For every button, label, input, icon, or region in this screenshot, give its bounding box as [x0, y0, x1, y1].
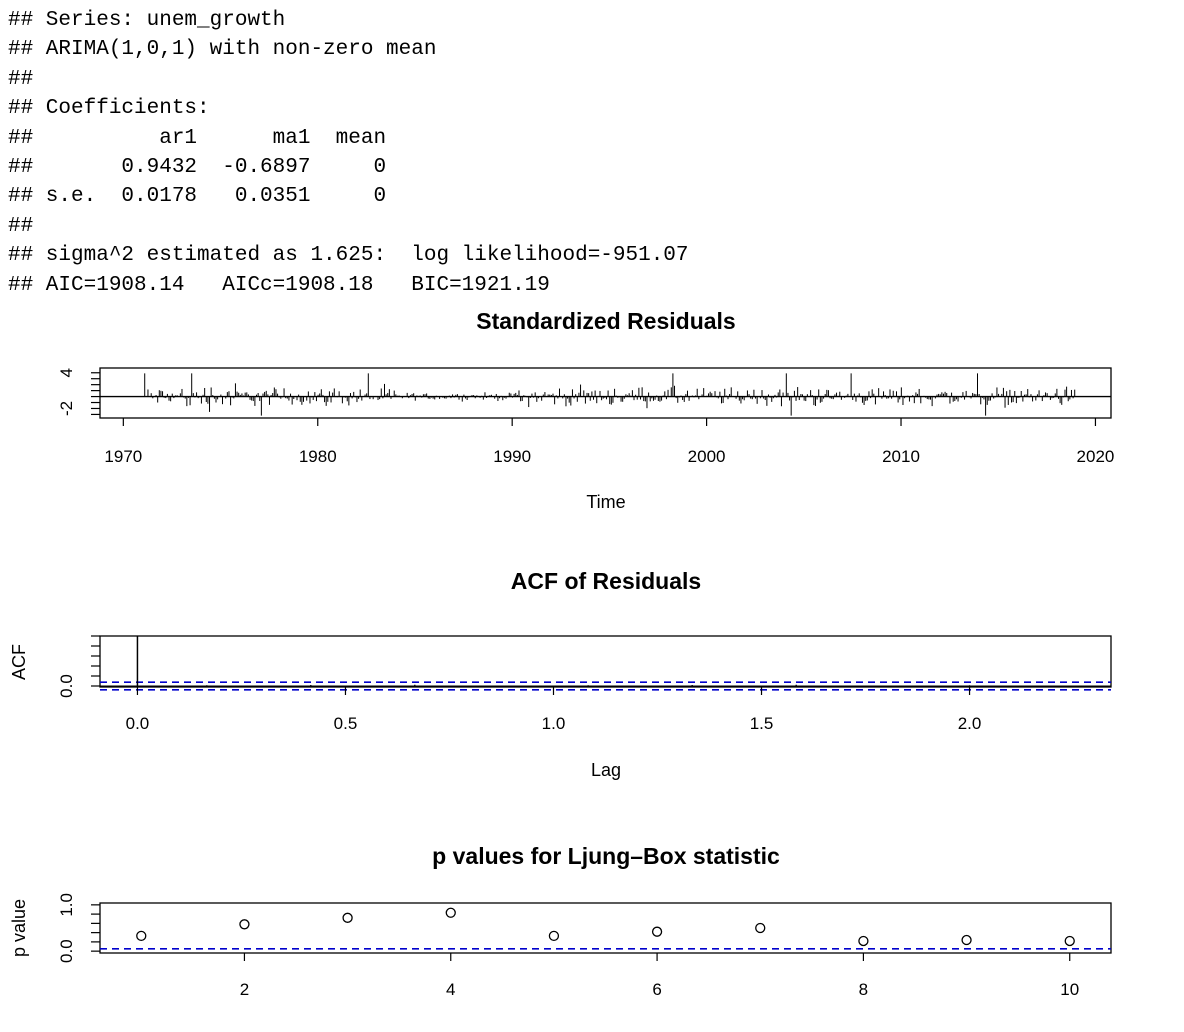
p-value-point [651, 926, 663, 937]
y-tick-label: 1.0 [57, 893, 76, 917]
console-line: ## sigma^2 estimated as 1.625: log likel… [8, 244, 689, 268]
residuals-series [100, 373, 1111, 416]
residuals-axes: 1970 1980 1990 2000 2010 2020 -2 4 [57, 368, 1114, 466]
acf-x-label: Lag [591, 760, 621, 780]
ljung-box-title: p values for Ljung–Box statistic [432, 843, 780, 869]
r-console-output: ## Series: unem_growth ## ARIMA(1,0,1) wi… [8, 6, 689, 300]
p-value-point [755, 922, 766, 934]
acf-bars [100, 636, 1111, 691]
x-tick-label: 1970 [104, 447, 142, 466]
x-tick-label: 2010 [882, 447, 920, 466]
ljung-box-plot-frame [99, 902, 1112, 954]
ljung-box-points [100, 907, 1111, 950]
p-value-point [961, 934, 972, 946]
x-tick-label: 1.5 [750, 714, 774, 733]
console-line: ## AIC=1908.14 AICc=1908.18 BIC=1921.19 [8, 273, 550, 297]
acf-axes: 0.0 0.5 1.0 1.5 2.0 0.0 [57, 635, 982, 733]
p-value-point [548, 930, 560, 942]
x-tick-label: 8 [859, 980, 868, 999]
console-line: ## ar1 ma1 mean [8, 126, 387, 150]
p-value-point [239, 919, 250, 930]
x-tick-label: 2020 [1077, 447, 1115, 466]
p-value-point [1064, 935, 1075, 947]
residuals-title: Standardized Residuals [476, 308, 735, 334]
x-tick-label: 4 [446, 980, 455, 999]
residuals-plot-frame [99, 367, 1112, 419]
y-tick-label: -2 [57, 401, 76, 416]
acf-plot-frame [99, 635, 1112, 688]
y-tick-label: 0.0 [57, 674, 76, 698]
x-tick-label: 2.0 [958, 714, 982, 733]
y-tick-label: 4 [57, 368, 76, 377]
p-value-point [136, 930, 147, 942]
residuals-x-label: Time [586, 492, 625, 512]
console-line: ## 0.9432 -0.6897 0 [8, 155, 387, 179]
ljung-box-axes: 2 4 6 8 10 0.0 1.0 [57, 893, 1079, 999]
x-tick-label: 1980 [299, 447, 337, 466]
console-line: ## ARIMA(1,0,1) with non-zero mean [8, 38, 437, 62]
console-line: ## Coefficients: [8, 97, 210, 121]
x-tick-label: 1990 [493, 447, 531, 466]
ljung-box-y-label: p value [9, 899, 29, 957]
p-value-point [445, 907, 456, 918]
x-tick-label: 0.5 [334, 714, 358, 733]
acf-panel: ACF of Residuals 0.0 0.5 1.0 1.5 2.00.0 Lag … [9, 568, 1112, 780]
console-line: ## [8, 214, 34, 238]
x-tick-label: 10 [1060, 980, 1079, 999]
x-tick-label: 2000 [688, 447, 726, 466]
residuals-panel: Standardized Residuals 1970 1980 1990 2000 2… [57, 308, 1114, 512]
x-tick-label: 2 [240, 980, 249, 999]
ljung-box-panel: p values for Ljung–Box statistic 2 4 6 8 10 0… [9, 843, 1112, 999]
y-tick-label: 0.0 [57, 939, 76, 963]
console-line: ## Series: unem_growth [8, 9, 286, 32]
console-line: ## [8, 67, 34, 91]
p-value-point [342, 912, 353, 923]
x-tick-label: 6 [652, 980, 661, 999]
p-value-point [858, 935, 869, 947]
x-tick-label: 0.0 [126, 714, 150, 733]
acf-y-label: ACF [9, 644, 29, 680]
console-line: ## s.e. 0.0178 0.0351 0 [8, 185, 387, 209]
acf-title: ACF of Residuals [511, 568, 701, 594]
x-tick-label: 1.0 [542, 714, 566, 733]
